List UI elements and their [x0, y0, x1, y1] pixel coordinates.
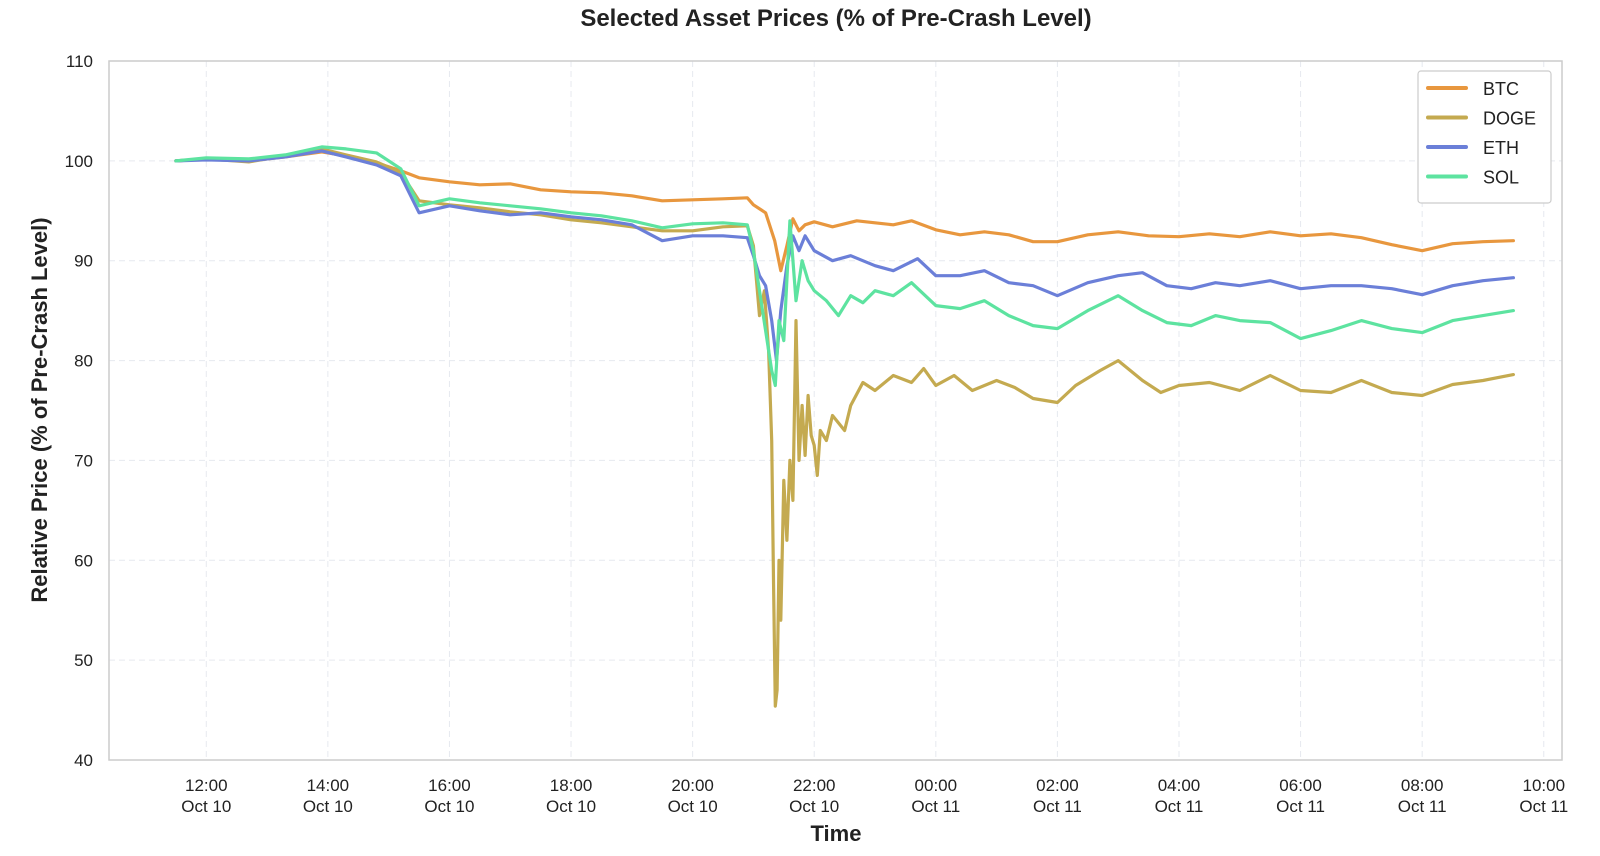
x-axis: 12:00 Oct 10 14:00 Oct 10 16:00 Oct 10 18:00 Oc… [181, 776, 1568, 816]
x-tick-date: Oct 10 [668, 797, 718, 816]
x-tick-time: 02:00 [1036, 776, 1079, 795]
x-tick-time: 10:00 [1522, 776, 1565, 795]
x-tick-time: 08:00 [1401, 776, 1444, 795]
y-tick-label: 110 [66, 52, 93, 71]
legend-label-btc: BTC [1483, 79, 1519, 99]
x-tick-date: Oct 11 [911, 797, 960, 816]
y-axis: 40 50 60 70 80 90 100 110 [65, 52, 93, 770]
x-tick-time: 00:00 [915, 776, 958, 795]
x-tick-date: Oct 11 [1398, 797, 1447, 816]
x-tick-time: 20:00 [671, 776, 714, 795]
x-tick-date: Oct 10 [546, 797, 596, 816]
y-tick-label: 40 [74, 751, 93, 770]
x-tick-date: Oct 11 [1155, 797, 1204, 816]
legend-label-doge: DOGE [1483, 109, 1536, 129]
x-axis-label: Time [811, 821, 862, 846]
x-tick-date: Oct 10 [303, 797, 353, 816]
x-tick-time: 06:00 [1279, 776, 1322, 795]
y-tick-label: 100 [65, 152, 93, 171]
series-lines [174, 145, 1515, 708]
y-tick-label: 60 [74, 551, 93, 570]
x-tick-date: Oct 10 [789, 797, 839, 816]
chart-title: Selected Asset Prices (% of Pre-Crash Le… [580, 5, 1091, 32]
series-line-sol [174, 145, 1515, 388]
x-tick-time: 14:00 [307, 776, 350, 795]
series-line-eth [174, 149, 1515, 363]
x-tick-date: Oct 11 [1033, 797, 1082, 816]
legend-label-eth: ETH [1483, 138, 1519, 158]
x-tick-date: Oct 10 [424, 797, 474, 816]
legend: BTC DOGE ETH SOL [1417, 70, 1552, 204]
grid [109, 61, 1562, 760]
x-tick-time: 16:00 [428, 776, 471, 795]
series-line-doge [174, 147, 1515, 708]
x-tick-date: Oct 11 [1276, 797, 1325, 816]
x-tick-time: 12:00 [185, 776, 228, 795]
x-tick-time: 18:00 [550, 776, 593, 795]
y-tick-label: 50 [74, 651, 93, 670]
series-line-btc [174, 150, 1515, 273]
y-tick-label: 90 [74, 252, 93, 271]
legend-label-sol: SOL [1483, 168, 1519, 188]
legend-box [1417, 70, 1552, 204]
y-tick-label: 70 [74, 451, 93, 470]
x-tick-time: 04:00 [1158, 776, 1201, 795]
x-tick-date: Oct 10 [181, 797, 231, 816]
y-tick-label: 80 [74, 352, 93, 371]
y-axis-label: Relative Price (% of Pre-Crash Level) [27, 217, 52, 602]
plot-frame [108, 60, 1563, 761]
x-tick-date: Oct 11 [1519, 797, 1568, 816]
x-tick-time: 22:00 [793, 776, 836, 795]
